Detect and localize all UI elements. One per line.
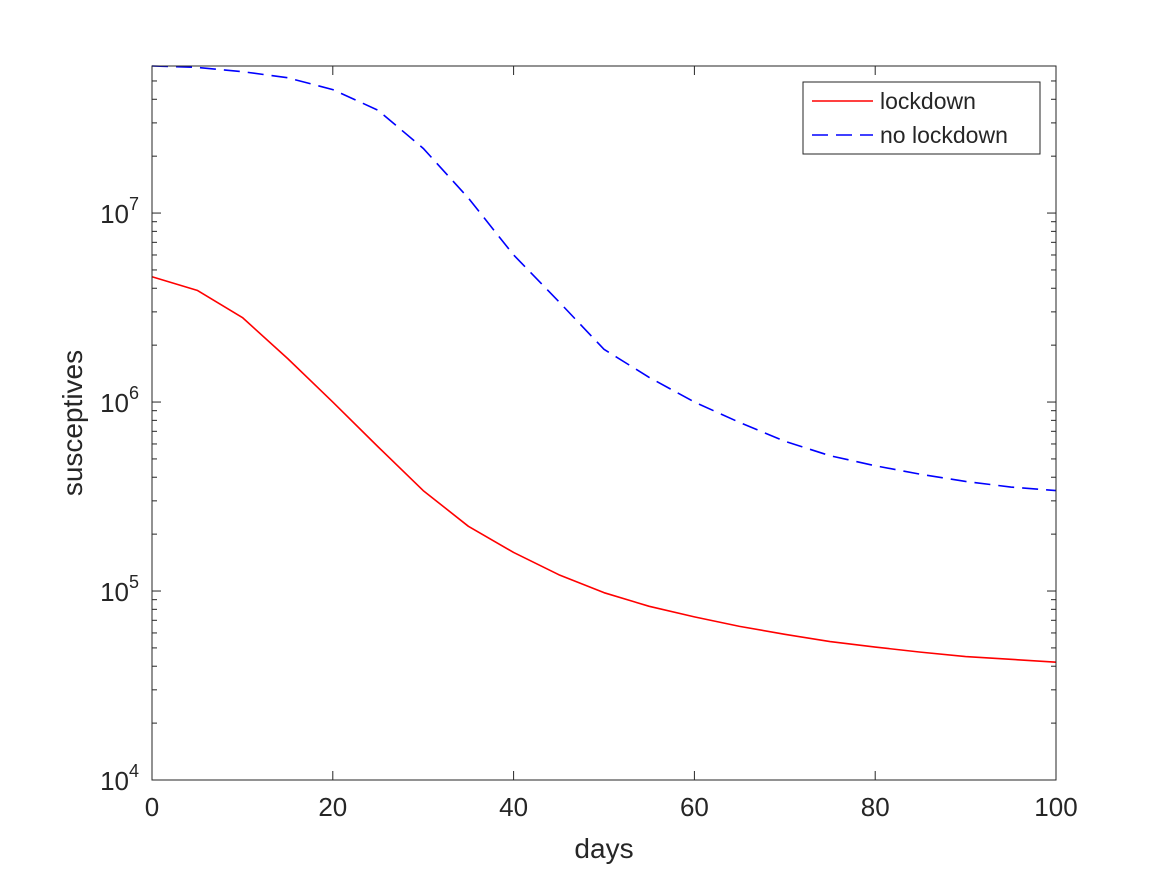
series-line-lockdown [151,276,1057,664]
x-tick-label: 0 [145,792,159,822]
x-tick-label: 20 [318,792,347,822]
plot-area-background [152,66,1056,780]
y-tick-label: 104 [100,761,139,796]
x-tick-label: 40 [499,792,528,822]
x-tick-label: 60 [680,792,709,822]
y-tick-label: 107 [100,194,139,229]
x-axis-label: days [574,833,633,864]
series-layer [151,65,1057,664]
y-tick-label: 106 [100,383,139,418]
legend-label-lockdown: lockdown [880,88,976,114]
x-tick-label: 80 [861,792,890,822]
legend-box [802,81,1041,155]
y-axis-label: susceptives [57,350,88,496]
series-line-no-lockdown [151,65,1057,492]
legend-label-no-lockdown: no lockdown [880,122,1008,148]
plot-area-frame [151,65,1057,781]
x-tick-labels: 0 20 40 60 80 100 [145,792,1078,822]
legend: lockdown no lockdown [802,81,1041,155]
y-tick-labels: 104 105 106 107 [100,194,139,796]
y-tick-label: 105 [100,572,139,607]
x-tick-label: 100 [1034,792,1077,822]
